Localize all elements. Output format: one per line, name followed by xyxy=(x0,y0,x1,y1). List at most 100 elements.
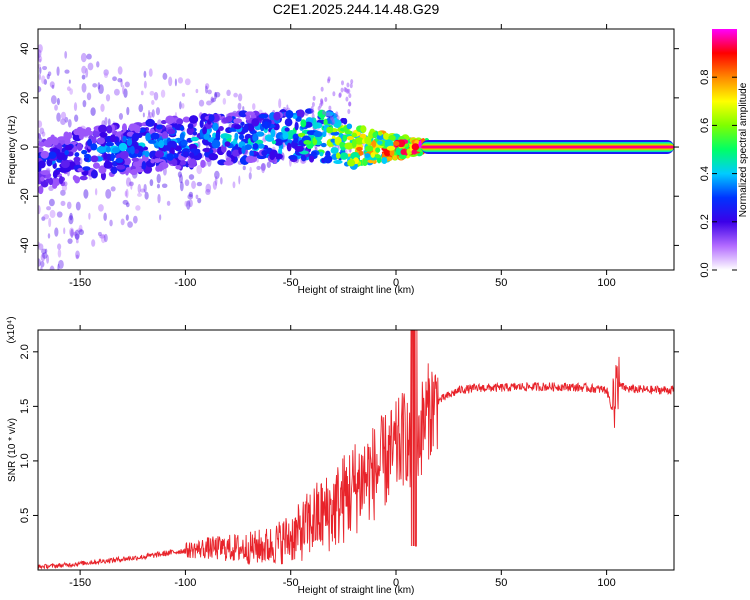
spectrogram-noise-cell xyxy=(41,131,46,137)
spectrogram-cell xyxy=(286,142,292,152)
spectrogram-xtick-label: -50 xyxy=(283,277,299,289)
spectrogram-noise-cell xyxy=(151,99,155,106)
spectrogram-ytick-label: 40 xyxy=(19,43,31,55)
spectrogram-noise-cell xyxy=(311,101,315,107)
spectrogram-noise-cell xyxy=(332,91,336,97)
spectrogram-noise-cell xyxy=(166,200,171,206)
spectrogram-noise-cell xyxy=(38,63,41,70)
spectrogram-noise-cell xyxy=(238,175,241,185)
spectrogram-noise-cell xyxy=(317,105,321,111)
spectrogram-noise-cell xyxy=(168,76,173,87)
spectrogram-cell xyxy=(258,113,269,119)
spectrogram-noise-cell xyxy=(207,89,212,95)
spectrogram-noise-cell xyxy=(81,74,86,80)
spectrogram-cell xyxy=(74,152,80,157)
spectrogram-noise-cell xyxy=(39,127,45,135)
spectrogram-noise-cell xyxy=(120,218,125,226)
spectrogram-cell xyxy=(292,114,298,119)
spectrogram-cell xyxy=(351,132,358,138)
spectrogram-cell xyxy=(364,153,371,158)
spectrogram-noise-cell xyxy=(38,243,44,251)
snr-ytick-label: 1.5 xyxy=(19,399,31,414)
spectrogram-noise-cell xyxy=(188,174,195,180)
spectrogram-cell xyxy=(240,121,245,127)
spectrogram-cell xyxy=(106,125,113,134)
spectrogram-noise-cell xyxy=(322,109,326,115)
spectrogram-cell xyxy=(190,136,199,142)
spectrogram-noise-cell xyxy=(54,104,58,111)
spectrogram-noise-cell xyxy=(195,194,199,200)
spectrogram-cell xyxy=(161,131,169,139)
spectrogram-ytick-label: 20 xyxy=(19,92,31,104)
spectrogram-noise-cell xyxy=(38,55,43,62)
spectrogram-noise-cell xyxy=(56,112,61,122)
spectrogram-noise-cell xyxy=(188,191,193,198)
spectrogram-noise-cell xyxy=(61,184,68,192)
spectrogram-cell xyxy=(360,125,367,134)
spectrogram-cell xyxy=(64,149,69,156)
spectrogram-cell xyxy=(323,155,333,164)
spectrogram-cell xyxy=(122,135,127,143)
spectrogram-cell xyxy=(156,124,163,130)
spectrogram-noise-cell xyxy=(335,111,339,117)
spectrogram-noise-cell xyxy=(143,183,147,193)
spectrogram-noise-cell xyxy=(46,254,50,264)
spectrogram-panel: -150 -100 -50 0 50 100 -40 -20 0 20 40 Height of … xyxy=(7,24,679,296)
spectrogram-noise-cell xyxy=(256,165,262,171)
spectrogram-cell xyxy=(310,151,317,156)
spectrogram-noise-cell xyxy=(197,197,202,204)
spectrogram-cell xyxy=(288,154,298,160)
spectrogram-noise-cell xyxy=(181,102,185,109)
spectrogram-noise-cell xyxy=(80,52,87,63)
spectrogram-cell xyxy=(339,152,349,160)
spectrogram-cell xyxy=(293,137,299,143)
spectrogram-cell xyxy=(224,141,231,147)
spectrogram-cell xyxy=(383,149,391,157)
spectrogram-cell xyxy=(269,151,276,161)
spectrogram-xtick-label: -150 xyxy=(69,277,91,289)
spectrogram-cell xyxy=(180,140,188,146)
spectrogram-noise-cell xyxy=(44,248,48,254)
spectrogram-ytick-label: 0 xyxy=(19,144,31,150)
spectrogram-cell xyxy=(92,162,100,169)
spectrogram-noise-cell xyxy=(312,95,316,101)
spectrogram-cell xyxy=(397,139,406,148)
snr-ytick-label: 0.5 xyxy=(19,508,31,523)
spectrogram-cell xyxy=(202,147,212,153)
spectrogram-cell xyxy=(257,143,265,149)
snr-ytick-label: 2.0 xyxy=(19,344,31,359)
spectrogram-noise-cell xyxy=(205,183,212,193)
spectrogram-cell xyxy=(188,158,197,167)
spectrogram-noise-cell xyxy=(66,86,71,92)
spectrogram-cell xyxy=(38,141,45,147)
spectrogram-noise-cell xyxy=(137,192,142,197)
figure-title: C2E1.2025.244.14.48.G29 xyxy=(273,1,440,17)
spectrogram-cell xyxy=(351,139,357,148)
spectrogram-noise-cell xyxy=(46,206,52,211)
spectrogram-noise-cell xyxy=(38,73,41,81)
spectrogram-noise-cell xyxy=(64,116,69,123)
spectrogram-noise-cell xyxy=(70,228,74,238)
spectrogram-cell xyxy=(372,131,378,139)
spectrogram-cell xyxy=(378,131,383,136)
spectrogram-noise-cell xyxy=(336,115,340,121)
spectrogram-cell xyxy=(96,137,106,145)
spectrogram-cell xyxy=(38,185,44,195)
spectrogram-noise-cell xyxy=(249,166,252,173)
spectrogram-cell xyxy=(175,165,182,170)
spectrogram-cell xyxy=(335,152,341,159)
spectrogram-noise-cell xyxy=(237,102,242,111)
spectrogram-cell xyxy=(60,159,70,169)
spectrogram-cell xyxy=(308,155,315,163)
spectrogram-noise-cell xyxy=(38,58,42,63)
spectrogram-noise-cell xyxy=(226,89,231,96)
spectrogram-noise-cell xyxy=(109,219,113,227)
spectrogram-cell xyxy=(158,139,165,149)
spectrogram-noise-cell xyxy=(82,100,87,108)
spectrogram-noise-cell xyxy=(104,117,108,126)
spectrogram-noise-cell xyxy=(69,88,73,95)
spectrogram-noise-cell xyxy=(38,44,43,53)
spectrogram-ytick-label: -20 xyxy=(19,188,31,204)
spectrogram-cell xyxy=(125,167,131,172)
spectrogram-noise-cell xyxy=(143,80,147,89)
